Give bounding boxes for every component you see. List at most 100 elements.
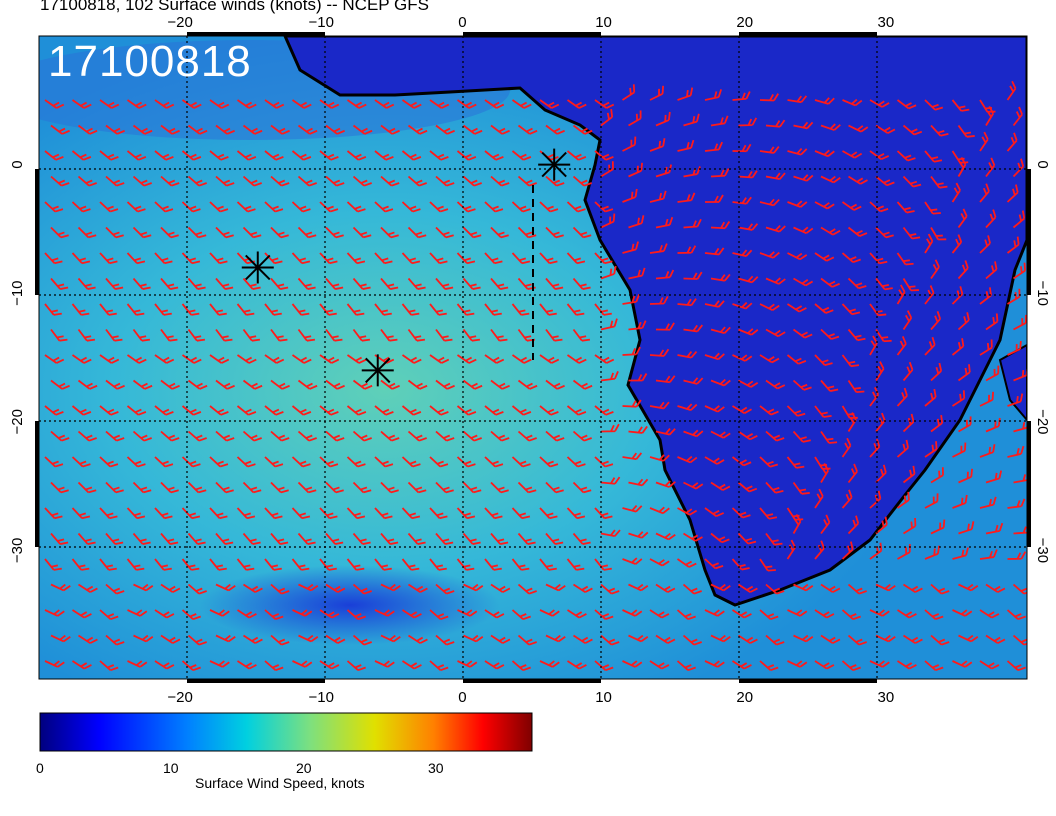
wind-barb bbox=[958, 468, 973, 484]
wind-barb bbox=[325, 481, 344, 494]
wind-barb bbox=[297, 277, 316, 290]
wind-barb bbox=[814, 354, 833, 366]
wind-barb bbox=[566, 558, 585, 571]
wind-barb bbox=[291, 252, 311, 265]
wind-barb bbox=[517, 634, 537, 646]
wind-barb bbox=[539, 201, 559, 213]
wind-barb bbox=[787, 200, 808, 208]
wind-barb bbox=[325, 430, 345, 442]
wind-barb bbox=[979, 609, 1000, 619]
wind-barb bbox=[951, 234, 963, 254]
wind-barb bbox=[407, 328, 426, 342]
lat-tick-label: −10 bbox=[1034, 280, 1051, 305]
wind-barb bbox=[435, 226, 454, 239]
wind-barb bbox=[1014, 681, 1032, 698]
wind-barb bbox=[490, 430, 510, 442]
wind-barb bbox=[951, 338, 965, 356]
wind-barb bbox=[346, 150, 367, 161]
wind-barb bbox=[539, 456, 559, 468]
wind-barb bbox=[677, 192, 696, 203]
wind-barb bbox=[765, 277, 786, 285]
wind-barb bbox=[792, 328, 813, 339]
wind-barb bbox=[847, 226, 868, 237]
wind-barb bbox=[44, 609, 65, 617]
wind-barb bbox=[243, 583, 263, 593]
wind-barb bbox=[236, 201, 256, 213]
wind-barb bbox=[759, 660, 779, 672]
wind-barb bbox=[787, 303, 807, 313]
wind-barb bbox=[105, 277, 124, 290]
wind-barb bbox=[429, 405, 449, 416]
wind-barb bbox=[215, 277, 234, 290]
wind-barb bbox=[539, 507, 558, 520]
wind-barb bbox=[847, 515, 860, 535]
wind-barb bbox=[319, 609, 340, 619]
wind-barb bbox=[869, 150, 890, 161]
lon-tick-label: 10 bbox=[595, 689, 612, 706]
wind-barb bbox=[1006, 80, 1017, 101]
wind-barb bbox=[346, 456, 366, 468]
wind-barb bbox=[793, 634, 814, 643]
wind-barb bbox=[759, 609, 779, 621]
wind-barb bbox=[132, 481, 152, 494]
wind-barb bbox=[50, 634, 71, 643]
wind-barb bbox=[628, 215, 645, 229]
wind-barb bbox=[401, 99, 422, 109]
wind-barb bbox=[820, 226, 841, 236]
wind-barb bbox=[903, 583, 923, 593]
lon-tick-label: 10 bbox=[595, 14, 612, 31]
wind-barb bbox=[737, 430, 758, 441]
lon-tick-label: −20 bbox=[167, 14, 192, 31]
wind-barb bbox=[181, 252, 201, 265]
wind-barb bbox=[759, 456, 779, 468]
wind-barb bbox=[407, 379, 428, 390]
wind-barb bbox=[181, 99, 202, 109]
chart-title: 17100818, 102 Surface winds (knots) -- N… bbox=[40, 0, 429, 14]
wind-barb bbox=[126, 303, 145, 316]
wind-barb bbox=[401, 252, 421, 265]
wind-barb bbox=[209, 405, 229, 416]
wind-barb bbox=[511, 303, 530, 316]
wind-barb bbox=[979, 287, 992, 305]
wind-barb bbox=[462, 124, 483, 135]
wind-barb bbox=[160, 124, 180, 135]
wind-barb bbox=[380, 583, 401, 592]
wind-barb bbox=[209, 354, 230, 364]
wind-barb bbox=[187, 430, 207, 442]
wind-barb bbox=[786, 354, 807, 365]
wind-barb bbox=[154, 201, 174, 213]
wind-barb bbox=[683, 324, 704, 333]
wind-barb bbox=[566, 150, 587, 161]
wind-barb bbox=[814, 149, 835, 158]
wind-barb bbox=[50, 226, 69, 239]
wind-barb bbox=[99, 201, 119, 213]
wind-barb bbox=[50, 379, 70, 390]
wind-barb bbox=[628, 110, 642, 127]
wind-barb bbox=[594, 558, 612, 571]
wind-barb bbox=[566, 405, 587, 416]
wind-barb bbox=[904, 681, 923, 697]
wind-barb bbox=[429, 507, 448, 520]
wind-barb bbox=[484, 354, 505, 364]
wind-barb bbox=[44, 456, 64, 468]
wind-barb bbox=[215, 328, 233, 342]
wind-barb bbox=[380, 430, 400, 442]
wind-barb bbox=[979, 660, 1000, 670]
wind-barb bbox=[264, 201, 284, 213]
wind-barb bbox=[814, 201, 835, 210]
wind-barb bbox=[676, 609, 696, 621]
wind-barb bbox=[408, 583, 428, 593]
wind-barb bbox=[325, 379, 345, 390]
wind-barb bbox=[930, 414, 944, 433]
wind-barb bbox=[820, 328, 840, 340]
continent-africa bbox=[283, 36, 1027, 607]
wind-barb bbox=[683, 532, 703, 542]
wind-barb bbox=[99, 507, 118, 520]
wind-barb bbox=[732, 405, 752, 414]
wind-barb bbox=[160, 430, 180, 442]
wind-barb bbox=[958, 583, 979, 592]
wind-barb bbox=[622, 399, 642, 408]
wind-barb bbox=[924, 99, 944, 111]
wind-barb bbox=[600, 213, 616, 229]
wind-barb bbox=[154, 303, 172, 316]
